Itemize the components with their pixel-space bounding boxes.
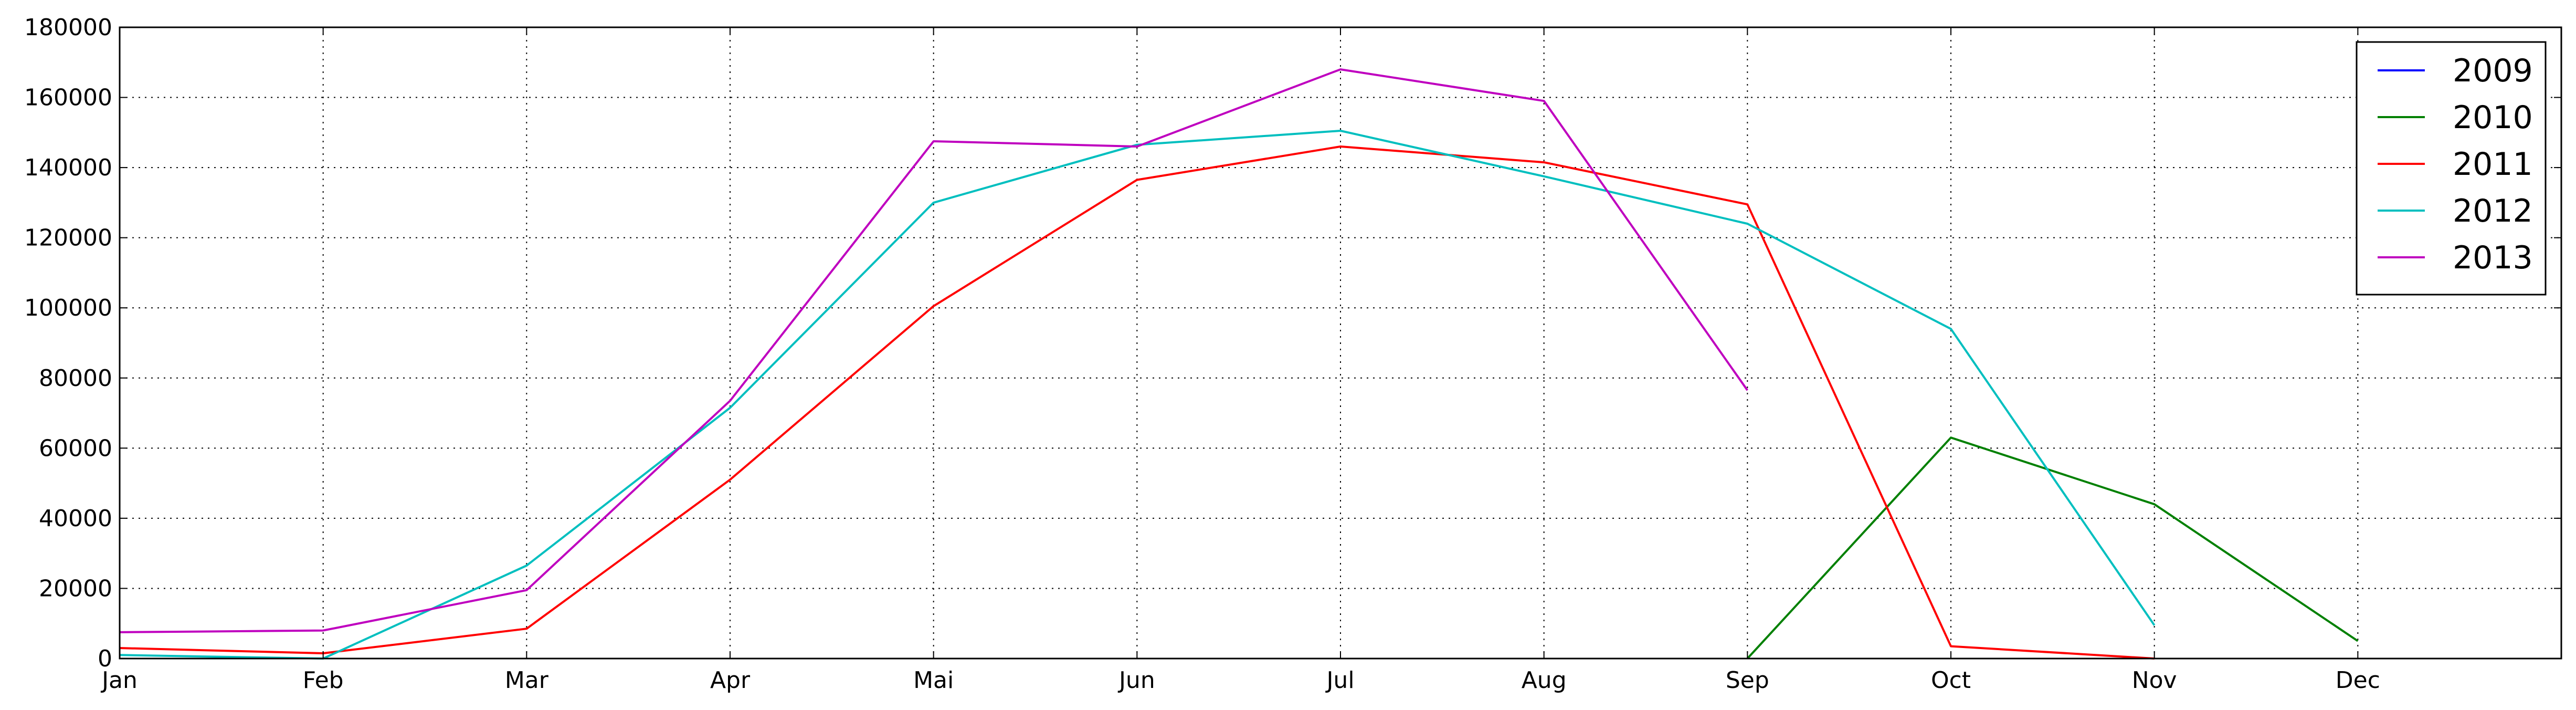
y-tick-label: 180000: [24, 14, 112, 41]
x-tick-label: Apr: [710, 667, 751, 694]
x-tick-label: Sep: [1726, 667, 1769, 694]
series-line-2011: [119, 145, 2155, 660]
y-tick-label: 60000: [39, 435, 112, 462]
x-tick-label: Mar: [505, 667, 549, 694]
x-tick-label: Nov: [2132, 667, 2177, 694]
y-tick-label: 20000: [39, 575, 112, 602]
legend: 2009 2010 2011 2012 2013: [2356, 41, 2547, 296]
tick-layer: [119, 27, 2561, 659]
axis-labels: Jan Feb Mar Apr Mai Jun Jul Aug Sep Oct Nov Dec 0 200…: [24, 14, 2380, 694]
grid-layer: [120, 27, 2561, 659]
series-line-2013: [119, 68, 1748, 633]
y-tick-label: 80000: [39, 365, 112, 392]
series-layer: [119, 68, 2359, 660]
y-tick-label: 120000: [24, 225, 112, 252]
y-tick-label: 140000: [24, 154, 112, 181]
x-tick-label: Jul: [1325, 667, 1354, 694]
y-tick-label: 0: [98, 645, 112, 672]
y-tick-label: 100000: [24, 295, 112, 321]
x-tick-label: Feb: [303, 667, 344, 694]
legend-label-2013: 2013: [2453, 239, 2533, 276]
x-tick-label: Jan: [100, 667, 138, 694]
legend-label-2012: 2012: [2453, 193, 2533, 229]
y-tick-label: 160000: [24, 85, 112, 111]
legend-label-2011: 2011: [2453, 146, 2533, 183]
legend-label-2010: 2010: [2453, 99, 2533, 136]
legend-box: [2356, 41, 2547, 296]
x-tick-label: Mai: [913, 667, 954, 694]
x-tick-label: Aug: [1522, 667, 1567, 694]
legend-label-2009: 2009: [2453, 53, 2533, 89]
x-tick-label: Jun: [1117, 667, 1155, 694]
y-tick-label: 40000: [39, 505, 112, 532]
series-line-2010: [1746, 436, 2359, 660]
x-tick-label: Dec: [2336, 667, 2380, 694]
x-tick-label: Oct: [1931, 667, 1971, 694]
series-line-2012: [119, 130, 2156, 660]
